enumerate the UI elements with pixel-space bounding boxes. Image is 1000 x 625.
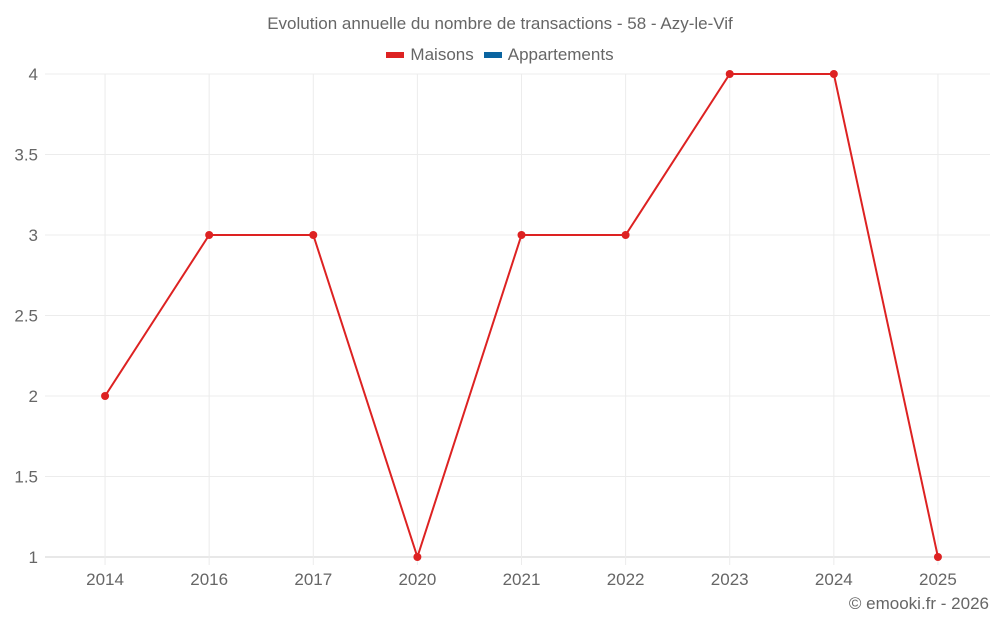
x-tick-label: 2023 [711,570,749,589]
legend-item-maisons[interactable]: Maisons [386,45,474,65]
y-tick-label: 3.5 [14,146,38,165]
legend-swatch-maisons [386,52,405,58]
data-point[interactable] [309,231,318,239]
y-tick-label: 3 [29,226,38,245]
legend: Maisons Appartements [0,45,1000,65]
x-tick-label: 2020 [398,570,436,589]
y-tick-label: 4 [29,65,38,84]
y-tick-label: 2 [29,387,38,406]
x-tick-label: 2014 [86,570,124,589]
legend-label-maisons: Maisons [410,45,474,64]
chart-title: Evolution annuelle du nombre de transact… [267,14,733,33]
data-point[interactable] [933,553,942,561]
x-tick-label: 2022 [607,570,645,589]
y-tick-label: 2.5 [14,307,38,326]
legend-swatch-appartements [483,52,502,58]
legend-item-appartements[interactable]: Appartements [483,45,614,65]
y-tick-label: 1 [29,548,38,567]
data-point[interactable] [101,392,110,400]
x-tick-label: 2021 [503,570,541,589]
data-point[interactable] [829,70,838,78]
y-tick-label: 1.5 [14,468,38,487]
credit-text: © emooki.fr - 2026 [848,594,989,613]
x-tick-label: 2025 [919,570,957,589]
x-tick-label: 2016 [190,570,228,589]
x-tick-label: 2017 [294,570,332,589]
data-point[interactable] [413,553,422,561]
data-point[interactable] [205,231,214,239]
data-point[interactable] [517,231,526,239]
legend-label-appartements: Appartements [507,45,614,64]
data-point[interactable] [725,70,734,78]
data-point[interactable] [621,231,630,239]
x-tick-label: 2024 [815,570,853,589]
